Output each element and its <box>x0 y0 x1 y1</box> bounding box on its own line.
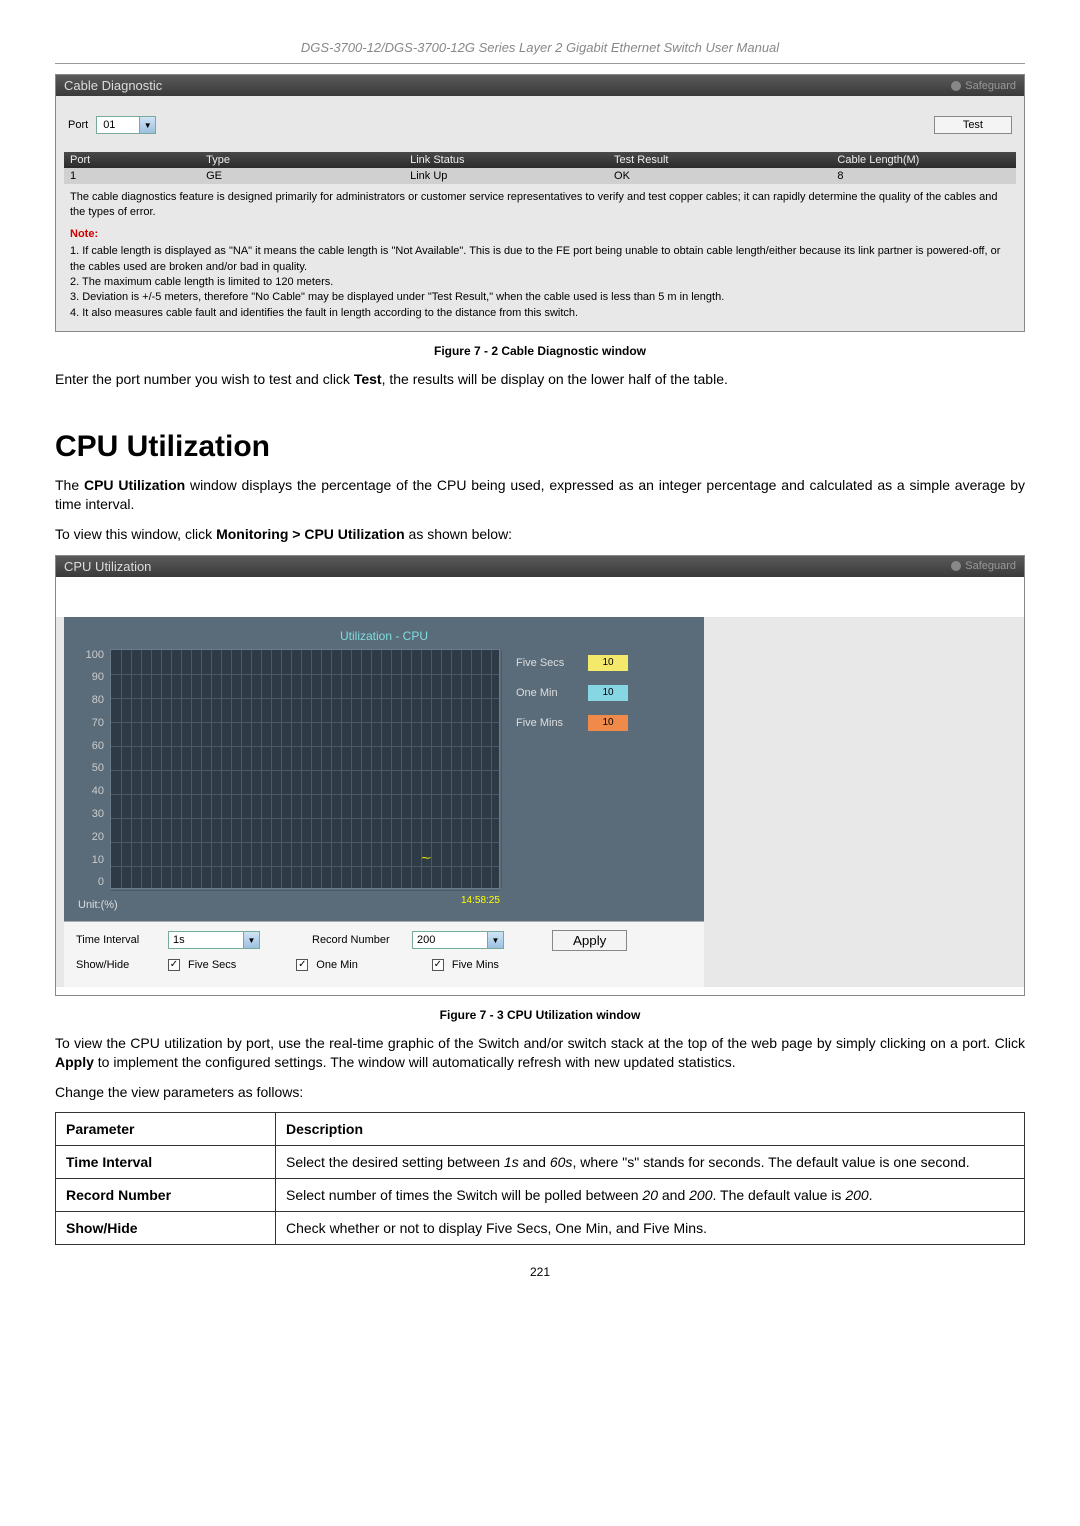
chevron-down-icon[interactable]: ▼ <box>139 117 155 133</box>
th-result: Test Result <box>608 152 831 168</box>
record-number-select[interactable]: 200▼ <box>412 931 504 949</box>
cable-diagnostic-panel: Cable Diagnostic Safeguard Port 01 ▼ Tes… <box>55 74 1025 332</box>
text-after-fig72: Enter the port number you wish to test a… <box>55 370 1025 390</box>
figure-7-3-caption: Figure 7 - 3 CPU Utilization window <box>55 1008 1025 1022</box>
td-length: 8 <box>831 168 1016 184</box>
chart-legend: Five Secs 10 One Min 10 Five Mins 10 <box>500 649 704 889</box>
th-link: Link Status <box>404 152 608 168</box>
chart-unit: Unit:(%) <box>64 889 704 921</box>
legend-one-min: One Min 10 <box>516 685 694 701</box>
chevron-down-icon[interactable]: ▼ <box>487 932 503 948</box>
safeguard-icon <box>951 81 961 91</box>
td-showhide-desc: Check whether or not to display Five Sec… <box>276 1212 1025 1245</box>
th-parameter: Parameter <box>56 1113 276 1146</box>
port-row: Port 01 ▼ Test <box>64 104 1016 152</box>
legend-five-secs: Five Secs 10 <box>516 655 694 671</box>
cpu-utilization-panel: CPU Utilization Safeguard Utilization - … <box>55 555 1025 996</box>
td-result: OK <box>608 168 831 184</box>
safeguard-label: Safeguard <box>951 560 1016 572</box>
note-3: 3. Deviation is +/-5 meters, therefore "… <box>70 290 1010 305</box>
panel-body: Port 01 ▼ Test Port Type Link Status Tes… <box>56 96 1024 331</box>
th-length: Cable Length(M) <box>831 152 1016 168</box>
cb-five-secs-label: Five Secs <box>188 959 236 971</box>
note-4: 4. It also measures cable fault and iden… <box>70 306 1010 321</box>
chart-grid: ⁓ 14:58:25 <box>110 649 500 889</box>
apply-button[interactable]: Apply <box>552 930 627 951</box>
diag-table-row: 1 GE Link Up OK 8 <box>64 168 1016 184</box>
panel-title-bar: CPU Utilization Safeguard <box>56 556 1024 577</box>
time-interval-select[interactable]: 1s▼ <box>168 931 260 949</box>
time-interval-label: Time Interval <box>76 934 160 946</box>
checkbox-five-secs[interactable]: ✓ <box>168 959 180 971</box>
th-description: Description <box>276 1113 1025 1146</box>
figure-7-2-caption: Figure 7 - 2 Cable Diagnostic window <box>55 344 1025 358</box>
port-label: Port <box>68 119 88 131</box>
td-type: GE <box>200 168 404 184</box>
note-2: 2. The maximum cable length is limited t… <box>70 275 1010 290</box>
chart-line-marker: ⁓ <box>421 853 431 864</box>
td-port: 1 <box>64 168 200 184</box>
panel-title-bar: Cable Diagnostic Safeguard <box>56 75 1024 96</box>
cb-five-mins-label: Five Mins <box>452 959 499 971</box>
note-label: Note: <box>70 227 1010 242</box>
safeguard-icon <box>951 561 961 571</box>
diag-table-header: Port Type Link Status Test Result Cable … <box>64 152 1016 168</box>
td-record-number: Record Number <box>56 1179 276 1212</box>
diag-notes: The cable diagnostics feature is designe… <box>64 184 1016 323</box>
page-number: 221 <box>55 1265 1025 1279</box>
chart-title: Utilization - CPU <box>64 617 704 649</box>
td-time-interval: Time Interval <box>56 1146 276 1179</box>
port-select[interactable]: 01 ▼ <box>96 116 156 134</box>
cpu-para-3: To view the CPU utilization by port, use… <box>55 1034 1025 1073</box>
checkbox-five-mins[interactable]: ✓ <box>432 959 444 971</box>
checkbox-one-min[interactable]: ✓ <box>296 959 308 971</box>
legend-five-mins: Five Mins 10 <box>516 715 694 731</box>
cb-one-min-label: One Min <box>316 959 358 971</box>
td-time-interval-desc: Select the desired setting between 1s an… <box>276 1146 1025 1179</box>
cpu-body: Utilization - CPU 1009080706050403020100… <box>56 617 1024 987</box>
td-showhide: Show/Hide <box>56 1212 276 1245</box>
test-button[interactable]: Test <box>934 116 1012 134</box>
cpu-para-4: Change the view parameters as follows: <box>55 1083 1025 1103</box>
parameter-table: ParameterDescription Time IntervalSelect… <box>55 1112 1025 1245</box>
doc-header: DGS-3700-12/DGS-3700-12G Series Layer 2 … <box>55 40 1025 55</box>
cpu-para-2: To view this window, click Monitoring > … <box>55 525 1025 545</box>
panel-title: Cable Diagnostic <box>64 78 162 93</box>
chart-yaxis: 1009080706050403020100 <box>64 649 110 889</box>
chart-clock: 14:58:25 <box>461 895 500 906</box>
chevron-down-icon[interactable]: ▼ <box>243 932 259 948</box>
panel-title: CPU Utilization <box>64 559 151 574</box>
cpu-para-1: The CPU Utilization window displays the … <box>55 476 1025 515</box>
safeguard-label: Safeguard <box>951 80 1016 92</box>
td-link: Link Up <box>404 168 608 184</box>
heading-cpu-utilization: CPU Utilization <box>55 430 1025 464</box>
td-record-number-desc: Select number of times the Switch will b… <box>276 1179 1025 1212</box>
divider <box>55 63 1025 64</box>
showhide-label: Show/Hide <box>76 959 160 971</box>
th-type: Type <box>200 152 404 168</box>
controls-area: Time Interval 1s▼ Record Number 200▼ App… <box>64 921 704 987</box>
th-port: Port <box>64 152 200 168</box>
record-number-label: Record Number <box>312 934 404 946</box>
cpu-chart-area: Utilization - CPU 1009080706050403020100… <box>64 617 704 987</box>
notes-intro: The cable diagnostics feature is designe… <box>70 190 1010 221</box>
note-1: 1. If cable length is displayed as "NA" … <box>70 244 1010 275</box>
